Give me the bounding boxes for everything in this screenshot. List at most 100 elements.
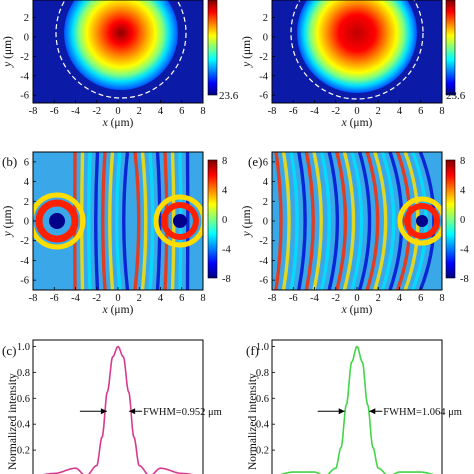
y-axis-label-variable: y [2, 230, 14, 237]
x-axis-label-unit: (μm) [347, 117, 373, 129]
x-tick-label: -2 [92, 106, 101, 117]
y-tick-label: -4 [20, 71, 29, 82]
y-tick-label: 0 [24, 217, 29, 228]
x-tick-label: 6 [179, 293, 184, 304]
x-tick-label: -8 [268, 293, 277, 304]
fringe [342, 152, 356, 290]
fringe [155, 152, 162, 290]
fringe [115, 152, 122, 290]
y-tick-label: 2 [24, 197, 29, 208]
y-axis-label-variable: y [241, 61, 253, 68]
fringe [148, 152, 155, 290]
x-axis-label-variable: x [102, 304, 109, 316]
x-tick-label: -2 [331, 106, 340, 117]
x-tick-label: -2 [331, 293, 340, 304]
y-tick-label: 0 [263, 32, 268, 43]
x-tick-label: 2 [376, 293, 381, 304]
y-tick-label: -6 [259, 91, 268, 102]
x-tick-label: 0 [354, 293, 359, 304]
y-tick-label: -6 [20, 276, 29, 287]
heatmap-b-fringes [73, 152, 190, 290]
x-tick-label: -8 [29, 106, 38, 117]
panel-a: -8 -6 -4 -2 0 2 4 6 820-2-4-6x (μm)y (μm) 23.6 [2, 0, 239, 129]
heatmap-b-right-spot [153, 194, 203, 248]
x-tick-label: -6 [50, 106, 59, 117]
y-axis-label: y (μm) [241, 205, 253, 237]
y-axis-label-variable: y [2, 61, 14, 68]
y-axis-label: y (μm) [241, 36, 253, 68]
x-tick-label: 8 [200, 293, 205, 304]
x-tick-label: 8 [439, 106, 444, 117]
fwhm-arrowhead-right [129, 408, 136, 415]
y-tick-label: -2 [20, 236, 29, 247]
y-tick-label: 0.6 [17, 394, 30, 405]
colorbar-b [207, 159, 218, 279]
colorbar-tick-label: -8 [222, 274, 231, 285]
colorbar-tick-label: -4 [460, 245, 469, 256]
y-axis-label-unit: (μm) [241, 36, 253, 62]
panel-f-ylabel: Normalized intensity [247, 373, 259, 470]
y-tick-label: 0.2 [17, 446, 30, 457]
x-tick-label: -6 [289, 293, 298, 304]
colorbar-tick-label: 0 [460, 215, 465, 226]
y-tick-label: 0.4 [17, 420, 31, 431]
fringe [101, 152, 107, 290]
fringe [319, 152, 331, 290]
panel-d: -8 -6 -4 -2 0 2 4 6 820-2-4-6x (μm)y (μm) 23.6 [241, 0, 466, 129]
x-tick-label: -6 [289, 106, 298, 117]
fringe [373, 152, 388, 290]
y-tick-label: 1.0 [17, 342, 30, 353]
fringe [122, 152, 130, 290]
y-tick-label: -2 [259, 52, 268, 63]
x-tick-label: 4 [158, 293, 164, 304]
x-tick-label: 0 [115, 293, 120, 304]
panel-c: (c) Normalized intensity 1.0 0.8 0.6 0.4 0.2… [2, 339, 222, 474]
fringe [281, 152, 291, 290]
x-tick-label: 0 [354, 106, 359, 117]
x-tick-label: 4 [397, 106, 403, 117]
x-tick-label: 4 [158, 106, 164, 117]
intensity-curve [43, 345, 193, 474]
y-axis-label-unit: (μm) [2, 205, 14, 231]
x-tick-label: 0 [115, 106, 120, 117]
fringe [304, 152, 315, 290]
colorbar-tick-label: 0 [222, 215, 227, 226]
y-tick-label: 2 [263, 197, 268, 208]
y-tick-label: 4 [24, 177, 30, 188]
colorbar-tick-label: 8 [222, 156, 227, 167]
fringe [289, 152, 299, 290]
x-tick-label: 8 [200, 106, 205, 117]
panel-e-label: (e) [248, 154, 262, 169]
colorbar-a-label: 23.6 [219, 90, 239, 102]
y-axis-label: y (μm) [2, 205, 14, 237]
fringe [380, 152, 396, 290]
y-tick-label: 2 [24, 13, 29, 24]
x-axis-label: x (μm) [102, 304, 134, 316]
panel-c-ylabel: Normalized intensity [7, 373, 19, 470]
y-tick-label: 1.0 [256, 342, 269, 353]
x-tick-label: 2 [137, 293, 142, 304]
colorbar-d [445, 0, 456, 96]
colorbar-tick-label: 4 [460, 186, 466, 197]
y-axis-label-variable: y [241, 230, 253, 237]
fringe [140, 152, 148, 290]
panel-f: (f) Normalized intensity 1.0 0.8 0.6 0.4 0.2… [246, 339, 462, 474]
heatmap-a-spot [64, 0, 178, 90]
x-tick-label: -2 [92, 293, 101, 304]
fringe [312, 152, 323, 290]
fringe [108, 152, 115, 290]
fringe [365, 152, 380, 290]
y-tick-label: 0.2 [256, 446, 269, 457]
fwhm-annotation: FWHM=0.952 μm [143, 407, 222, 418]
heatmap-b-left-spot [33, 192, 86, 250]
x-axis-label-unit: (μm) [108, 117, 134, 129]
fwhm-annotation: FWHM=1.064 μm [383, 407, 462, 418]
y-tick-label: -4 [20, 256, 29, 267]
fringe [418, 152, 436, 290]
y-tick-label: 0.6 [256, 394, 269, 405]
colorbar-e [445, 159, 456, 279]
y-tick-label: -2 [259, 236, 268, 247]
fringe [327, 152, 340, 290]
